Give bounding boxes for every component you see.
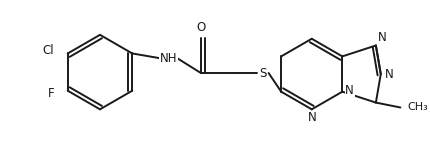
Text: N: N [385,67,393,81]
Text: Cl: Cl [43,44,54,57]
Text: N: N [345,84,354,97]
Text: NH: NH [160,52,177,65]
Text: F: F [47,87,54,100]
Text: CH₃: CH₃ [407,102,428,112]
Text: N: N [378,31,387,43]
Text: S: S [259,67,267,79]
Text: N: N [307,111,316,124]
Text: O: O [197,21,206,35]
